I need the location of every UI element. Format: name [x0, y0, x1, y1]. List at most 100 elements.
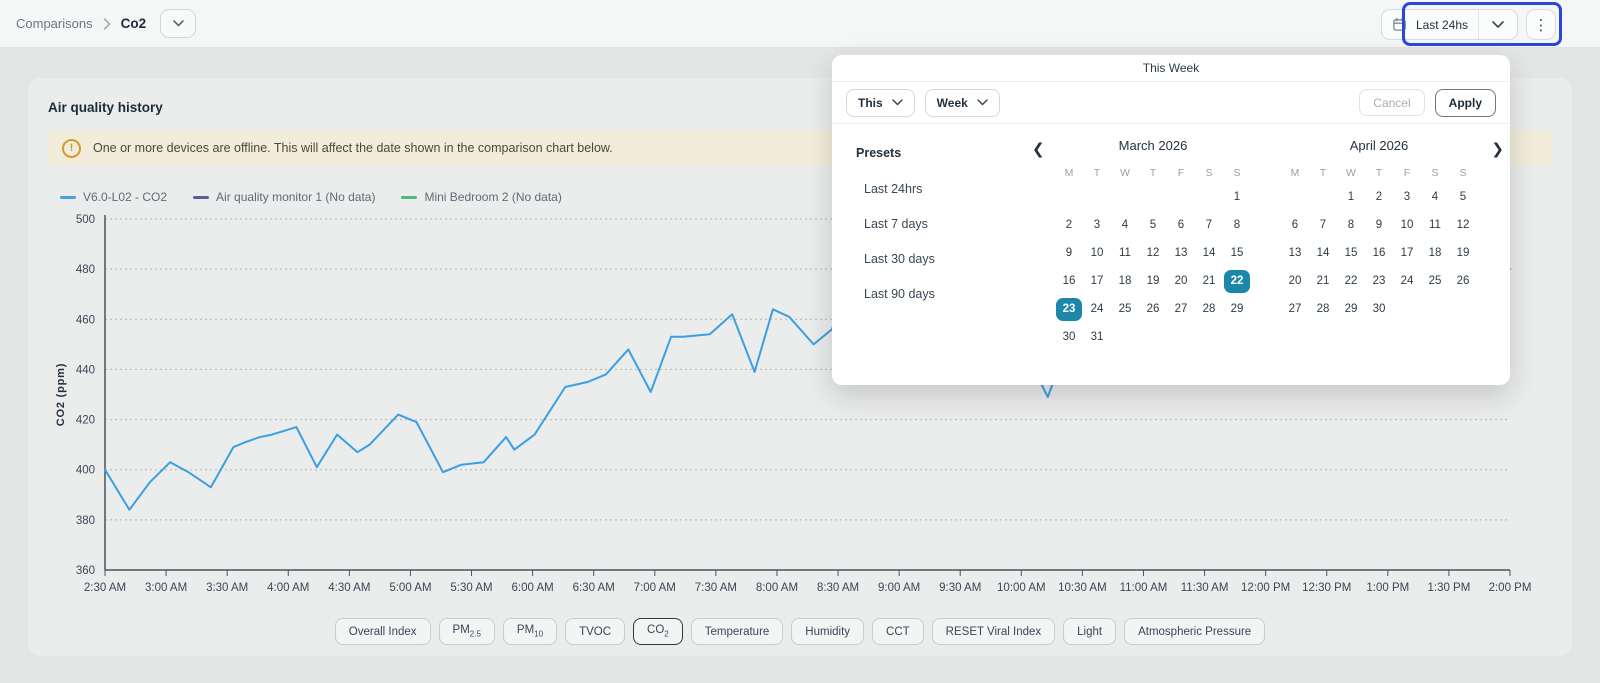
calendar-day[interactable]: 22	[1224, 270, 1250, 293]
calendar-day[interactable]: 16	[1372, 247, 1386, 259]
calendar-day[interactable]: 1	[1347, 191, 1355, 203]
calendar-day[interactable]: 8	[1233, 219, 1241, 231]
apply-button[interactable]: Apply	[1434, 88, 1496, 117]
calendar-day[interactable]: 10	[1090, 247, 1104, 259]
calendar-day[interactable]: 2	[1065, 219, 1073, 231]
calendar-day[interactable]: 11	[1119, 247, 1131, 259]
calendar-day[interactable]: 19	[1146, 275, 1160, 287]
cancel-button[interactable]: Cancel	[1359, 89, 1425, 116]
calendar-day[interactable]: 15	[1344, 247, 1358, 259]
calendar-day[interactable]: 4	[1121, 219, 1129, 231]
calendar-day[interactable]: 11	[1429, 219, 1441, 231]
metric-chip[interactable]: Humidity	[791, 618, 865, 645]
metric-chip[interactable]: PM2.5	[438, 618, 495, 645]
calendar-day[interactable]: 14	[1316, 247, 1330, 259]
calendar-day[interactable]: 10	[1400, 219, 1414, 231]
period-dropdown-value: This	[858, 95, 883, 110]
day-of-week-header: M	[1064, 167, 1074, 179]
calendar-day[interactable]: 30	[1372, 303, 1386, 315]
metric-chip[interactable]: Atmospheric Pressure	[1124, 618, 1266, 645]
calendar-day[interactable]: 12	[1146, 247, 1160, 259]
metric-chip[interactable]: TVOC	[565, 618, 626, 645]
chevron-down-icon[interactable]	[1489, 20, 1507, 29]
calendar-day[interactable]: 22	[1344, 275, 1358, 287]
more-options-button[interactable]: ⋮	[1526, 9, 1556, 40]
calendar-day[interactable]: 21	[1316, 275, 1330, 287]
metric-chip[interactable]: RESET Viral Index	[931, 618, 1056, 645]
calendar-day[interactable]: 26	[1456, 275, 1470, 287]
calendar-day[interactable]: 7	[1319, 219, 1327, 231]
calendar-day[interactable]: 6	[1291, 219, 1299, 231]
calendar-day[interactable]: 18	[1428, 247, 1442, 259]
calendar-day[interactable]: 28	[1202, 303, 1216, 315]
kebab-menu-icon: ⋮	[1533, 16, 1549, 34]
calendar-day[interactable]: 29	[1230, 303, 1244, 315]
calendar-day[interactable]: 29	[1344, 303, 1358, 315]
calendar-day[interactable]: 26	[1146, 303, 1160, 315]
calendar-day[interactable]: 31	[1090, 331, 1104, 343]
calendar-day[interactable]: 5	[1459, 191, 1467, 203]
calendar-day[interactable]: 9	[1375, 219, 1383, 231]
calendar-day[interactable]: 24	[1400, 275, 1414, 287]
unit-dropdown[interactable]: Week	[924, 88, 1000, 117]
metric-chip[interactable]: CCT	[872, 618, 924, 645]
preset-option[interactable]: Last 24hrs	[864, 182, 923, 196]
chip-label: PM10	[516, 624, 544, 639]
calendar-day[interactable]: 18	[1118, 275, 1132, 287]
preset-option[interactable]: Last 7 days	[864, 217, 928, 231]
calendar-day[interactable]: 4	[1431, 191, 1439, 203]
calendar-day[interactable]: 27	[1288, 303, 1302, 315]
calendar-day[interactable]: 25	[1428, 275, 1442, 287]
calendar-day[interactable]: 7	[1205, 219, 1213, 231]
date-range-label: Last 24hs	[1415, 17, 1468, 32]
breadcrumb-dropdown-button[interactable]	[160, 9, 197, 38]
date-range-button[interactable]: Last 24hs	[1380, 9, 1518, 40]
calendar-day[interactable]: 24	[1090, 303, 1104, 315]
calendar-day[interactable]: 21	[1202, 275, 1216, 287]
metric-chip[interactable]: Temperature	[690, 618, 784, 645]
calendar-day[interactable]: 5	[1149, 219, 1157, 231]
calendar-day[interactable]: 27	[1174, 303, 1188, 315]
calendar-day[interactable]: 15	[1230, 247, 1244, 259]
svg-text:7:00 AM: 7:00 AM	[634, 582, 676, 594]
calendar-day[interactable]: 17	[1400, 247, 1414, 259]
metric-chip[interactable]: Light	[1063, 618, 1117, 645]
legend-item[interactable]: V6.0-L02 - CO2	[60, 190, 167, 204]
calendar-day[interactable]: 13	[1288, 247, 1302, 259]
calendar-day[interactable]: 20	[1174, 275, 1188, 287]
calendar-day[interactable]: 12	[1456, 219, 1470, 231]
breadcrumb-root[interactable]: Comparisons	[16, 16, 93, 31]
preset-option[interactable]: Last 90 days	[864, 287, 935, 301]
calendar-day[interactable]: 25	[1118, 303, 1132, 315]
calendar-day[interactable]: 2	[1375, 191, 1383, 203]
calendar-day[interactable]: 14	[1202, 247, 1216, 259]
calendar-day[interactable]: 3	[1093, 219, 1101, 231]
day-of-week-header: T	[1149, 167, 1157, 179]
calendar-day-empty	[1450, 298, 1476, 321]
calendar-day[interactable]: 6	[1177, 219, 1185, 231]
calendar-day[interactable]: 8	[1347, 219, 1355, 231]
metric-chip[interactable]: PM10	[502, 618, 558, 645]
day-of-week-header: W	[1346, 167, 1356, 179]
legend-item[interactable]: Mini Bedroom 2 (No data)	[401, 190, 562, 204]
calendar-day[interactable]: 13	[1174, 247, 1188, 259]
calendar-day[interactable]: 17	[1090, 275, 1104, 287]
legend-item[interactable]: Air quality monitor 1 (No data)	[193, 190, 375, 204]
calendar-day[interactable]: 30	[1062, 331, 1076, 343]
metric-chip[interactable]: Overall Index	[334, 618, 431, 645]
metric-chip[interactable]: CO2	[633, 618, 683, 645]
calendar-day[interactable]: 19	[1456, 247, 1470, 259]
previous-month-button[interactable]: ❮	[1032, 141, 1045, 158]
calendar-day[interactable]: 9	[1065, 247, 1073, 259]
calendar-day[interactable]: 23	[1056, 298, 1082, 321]
next-month-button[interactable]: ❯	[1491, 141, 1504, 158]
preset-option[interactable]: Last 30 days	[864, 252, 935, 266]
calendar-day[interactable]: 1	[1233, 191, 1241, 203]
calendar-day[interactable]: 16	[1062, 275, 1076, 287]
calendar-day[interactable]: 28	[1316, 303, 1330, 315]
period-dropdown[interactable]: This	[846, 88, 915, 117]
calendar-day[interactable]: 3	[1403, 191, 1411, 203]
calendar-day[interactable]: 20	[1288, 275, 1302, 287]
chip-label: PM2.5	[452, 624, 481, 639]
calendar-day[interactable]: 23	[1372, 275, 1386, 287]
